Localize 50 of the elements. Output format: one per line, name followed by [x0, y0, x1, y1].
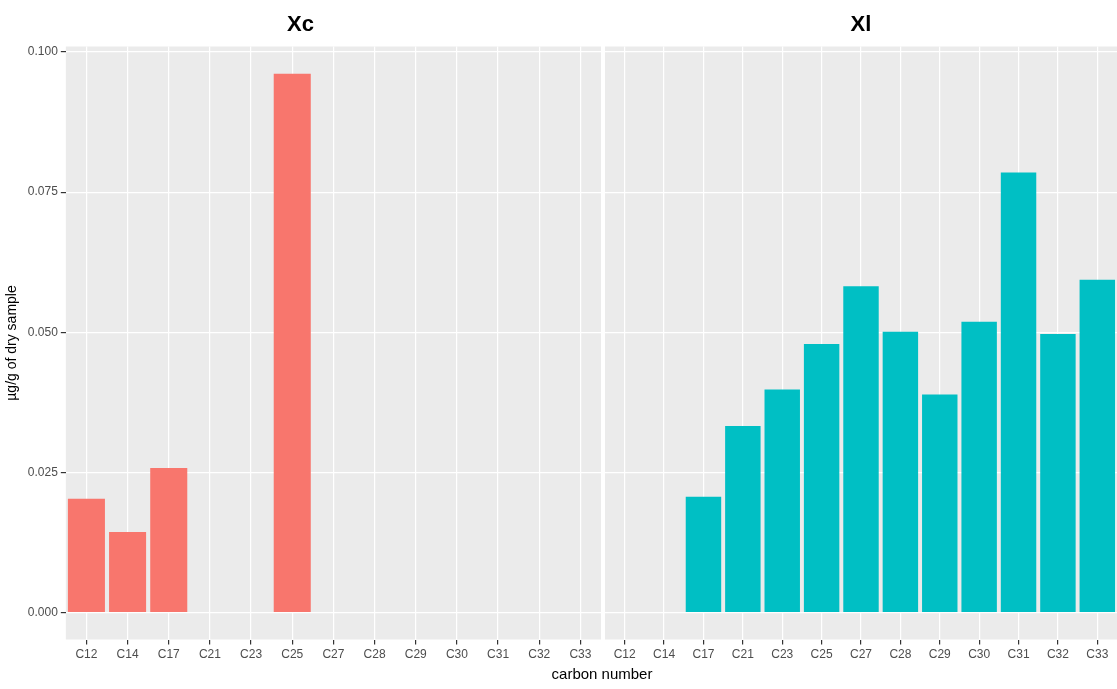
x-tick-label: C33: [569, 647, 592, 662]
bar: [961, 321, 997, 613]
bar: [150, 468, 188, 613]
x-tick-label: C30: [445, 647, 469, 662]
x-tick-label: C27: [849, 647, 873, 662]
x-tick-label: C27: [322, 647, 345, 662]
y-tick-label: 0.025: [27, 464, 59, 479]
bar: [764, 389, 800, 613]
x-tick-label: C23: [240, 647, 263, 662]
bar: [725, 425, 761, 613]
x-tick-label: C17: [692, 647, 715, 662]
x-tick-label: C30: [968, 647, 991, 662]
x-tick-label: C33: [1086, 647, 1109, 662]
y-tick-label: 0.100: [27, 44, 59, 59]
bar: [109, 531, 147, 613]
x-tick-label: C31: [487, 647, 510, 662]
x-tick-label: C31: [1007, 647, 1030, 662]
y-tick-label: 0.000: [27, 605, 59, 619]
bar: [67, 498, 105, 613]
x-tick-label: C12: [75, 647, 98, 662]
x-tick-label: C28: [363, 647, 386, 662]
x-tick-label: C14: [653, 647, 676, 662]
x-tick-label: C32: [1046, 647, 1070, 662]
x-tick-label: C23: [771, 647, 794, 662]
bar: [685, 496, 722, 613]
y-tick-label: 0.075: [27, 184, 59, 199]
x-tick-label: C25: [810, 647, 833, 662]
bar: [843, 286, 879, 613]
x-axis-title: carbon number: [550, 665, 654, 682]
x-tick-label: C25: [281, 647, 304, 662]
bar: [1079, 279, 1116, 613]
x-tick-label: C14: [116, 647, 139, 662]
bar: [1040, 334, 1076, 613]
chart-title: Xl: [850, 11, 872, 37]
x-tick-label: C17: [157, 647, 181, 662]
x-tick-label: C28: [889, 647, 912, 662]
y-axis-title: µg/g of dry sample: [3, 285, 20, 401]
x-tick-label: C29: [404, 647, 428, 662]
bar: [273, 73, 311, 613]
bar: [882, 331, 919, 613]
chart-title: Xc: [287, 11, 314, 37]
x-tick-label: C21: [198, 647, 222, 662]
x-tick-label: C12: [613, 647, 637, 662]
bar: [803, 344, 840, 613]
x-tick-label: C29: [928, 647, 952, 662]
x-tick-label: C32: [528, 647, 551, 662]
x-tick-label: C21: [731, 647, 755, 662]
y-tick-label: 0.050: [27, 324, 59, 339]
bar: [1000, 172, 1037, 613]
bar: [922, 394, 958, 613]
